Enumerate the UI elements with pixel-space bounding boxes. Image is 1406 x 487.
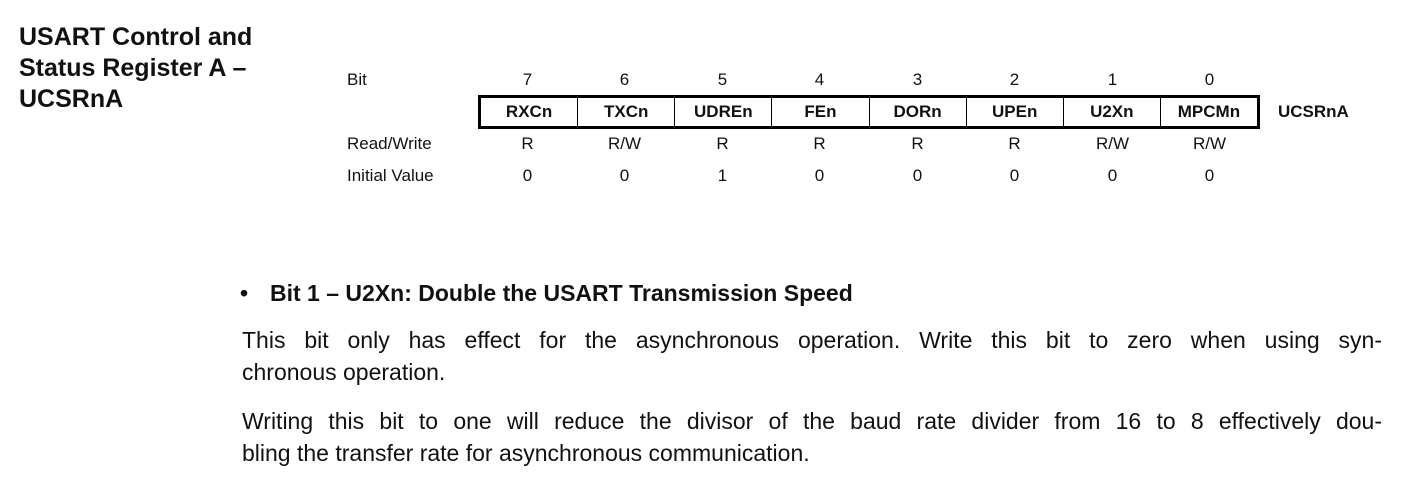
paragraph-line: This bit only has effect for the asynchr… [242, 327, 1382, 353]
description-paragraph: Writing this bit to one will reduce the … [242, 405, 1382, 469]
bit-number: 3 [912, 70, 923, 89]
initial-value: 0 [1107, 166, 1118, 185]
read-write-value: R [521, 134, 534, 153]
read-write-row-label: Read/Write [347, 134, 432, 153]
initial-value: 0 [522, 166, 533, 185]
initial-value: 0 [1009, 166, 1020, 185]
initial-value-row-label: Initial Value [347, 166, 434, 185]
read-write-value: R [1008, 134, 1021, 153]
read-write-value: R/W [1192, 134, 1227, 153]
register-field: MPCMn [1159, 98, 1257, 126]
section-title: USART Control and Status Register A – UC… [19, 22, 252, 115]
bit-number: 7 [522, 70, 533, 89]
read-write-value: R/W [607, 134, 642, 153]
register-name: UCSRnA [1278, 102, 1349, 121]
register-field: U2Xn [1062, 98, 1160, 126]
register-field: UDREn [674, 98, 771, 126]
bit-number: 5 [717, 70, 728, 89]
section-title-line: Status Register A – [19, 54, 247, 82]
paragraph-line: Writing this bit to one will reduce the … [242, 408, 1382, 434]
heading-text: Bit 1 – U2Xn: Double the USART Transmiss… [270, 280, 853, 306]
bit-number: 4 [814, 70, 825, 89]
description-paragraph: This bit only has effect for the asynchr… [242, 324, 1382, 388]
bit-number: 2 [1009, 70, 1020, 89]
register-field-box: RXCn TXCn UDREn FEn DORn UPEn U2Xn MPCMn [478, 95, 1260, 129]
initial-value: 0 [814, 166, 825, 185]
bit-number: 6 [619, 70, 630, 89]
bit-row-label: Bit [347, 70, 367, 89]
register-field: TXCn [577, 98, 674, 126]
read-write-value: R/W [1095, 134, 1130, 153]
paragraph-line: chronous operation. [242, 359, 446, 385]
register-field: DORn [868, 98, 966, 126]
initial-value: 0 [912, 166, 923, 185]
paragraph-line: bling the transfer rate for asynchronous… [242, 440, 810, 466]
bit-number: 0 [1204, 70, 1215, 89]
initial-value: 1 [717, 166, 728, 185]
read-write-value: R [813, 134, 826, 153]
initial-value: 0 [619, 166, 630, 185]
section-title-line: UCSRnA [19, 85, 124, 113]
read-write-value: R [911, 134, 924, 153]
register-field: UPEn [965, 98, 1063, 126]
register-field: RXCn [505, 102, 553, 121]
section-title-line: USART Control and [19, 23, 253, 51]
read-write-value: R [716, 134, 729, 153]
initial-value: 0 [1204, 166, 1215, 185]
register-field: FEn [771, 98, 868, 126]
bit-number: 1 [1107, 70, 1118, 89]
bullet-icon: • [240, 280, 249, 306]
bit-description-heading: • Bit 1 – U2Xn: Double the USART Transmis… [240, 279, 853, 307]
